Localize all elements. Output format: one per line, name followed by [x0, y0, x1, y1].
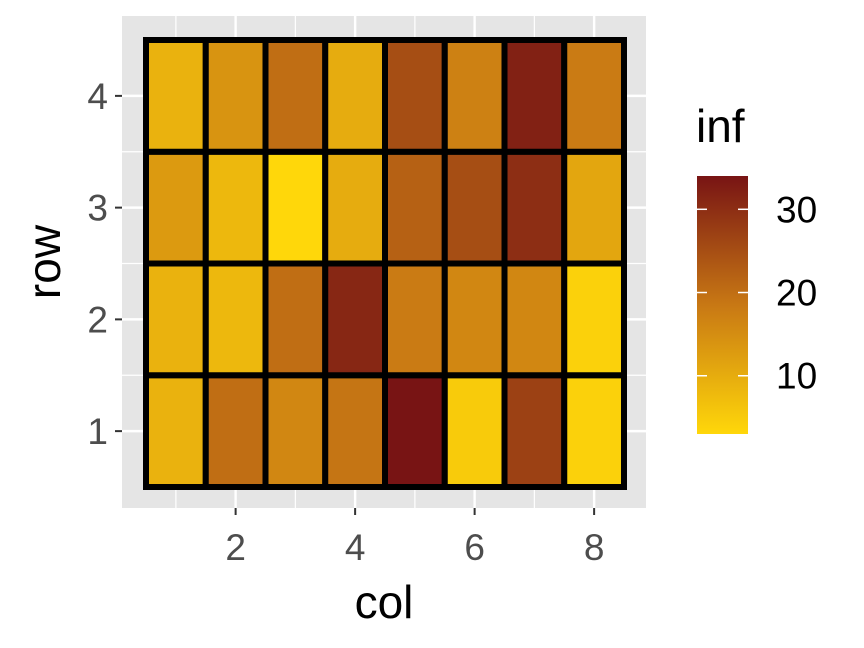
- heatmap-tile: [322, 148, 388, 267]
- legend-tick-label: 20: [776, 273, 817, 314]
- heatmap-tile: [262, 148, 329, 267]
- y-tick-label: 2: [87, 299, 108, 340]
- heatmap-tile: [501, 37, 568, 155]
- y-tick-label: 3: [87, 188, 108, 229]
- legend-tick-label: 30: [776, 189, 817, 230]
- heatmap-tile: [322, 372, 388, 490]
- heatmap-tile: [561, 260, 627, 379]
- heatmap-tile: [143, 372, 209, 490]
- heatmap-tile: [322, 260, 388, 379]
- heatmap-tile: [561, 148, 627, 267]
- heatmap-tile: [143, 37, 209, 155]
- legend-tick-label: 10: [776, 356, 817, 397]
- heatmap-tiles: [143, 37, 627, 490]
- heatmap-tile: [202, 148, 269, 267]
- x-tick-label: 6: [464, 527, 485, 568]
- heatmap-tile: [561, 372, 627, 490]
- legend-colorbar: [697, 176, 748, 434]
- y-axis-title: row: [18, 224, 70, 299]
- legend-title: inf: [696, 100, 745, 152]
- heatmap-tile: [202, 372, 269, 490]
- x-tick-label: 2: [225, 527, 246, 568]
- heatmap-tile: [143, 260, 209, 379]
- heatmap-tile: [441, 260, 508, 379]
- heatmap-tile: [262, 372, 329, 490]
- heatmap-tile: [202, 37, 269, 155]
- y-axis: 1 2 3 4: [87, 76, 122, 452]
- heatmap-tile: [441, 372, 508, 490]
- legend-ticks: 10 20 30: [697, 189, 817, 397]
- heatmap-tile: [441, 148, 508, 267]
- heatmap-tile: [441, 37, 508, 155]
- heatmap-tile: [382, 37, 448, 155]
- heatmap-tile: [382, 148, 448, 267]
- x-axis-title: col: [355, 576, 414, 628]
- y-tick-label: 4: [87, 76, 108, 117]
- heatmap-tile: [143, 148, 209, 267]
- heatmap-tile: [382, 372, 448, 490]
- heatmap-tile: [202, 260, 269, 379]
- x-tick-label: 8: [584, 527, 605, 568]
- heatmap-tile: [262, 260, 329, 379]
- heatmap-tile: [501, 372, 568, 490]
- heatmap-tile: [561, 37, 627, 155]
- heatmap-tile: [501, 148, 568, 267]
- heatmap-tile: [322, 37, 388, 155]
- y-tick-label: 1: [87, 411, 108, 452]
- heatmap-tile: [262, 37, 329, 155]
- x-tick-label: 4: [345, 527, 366, 568]
- x-axis: 2 4 6 8: [225, 508, 604, 568]
- heatmap-tile: [501, 260, 568, 379]
- heatmap-tile: [382, 260, 448, 379]
